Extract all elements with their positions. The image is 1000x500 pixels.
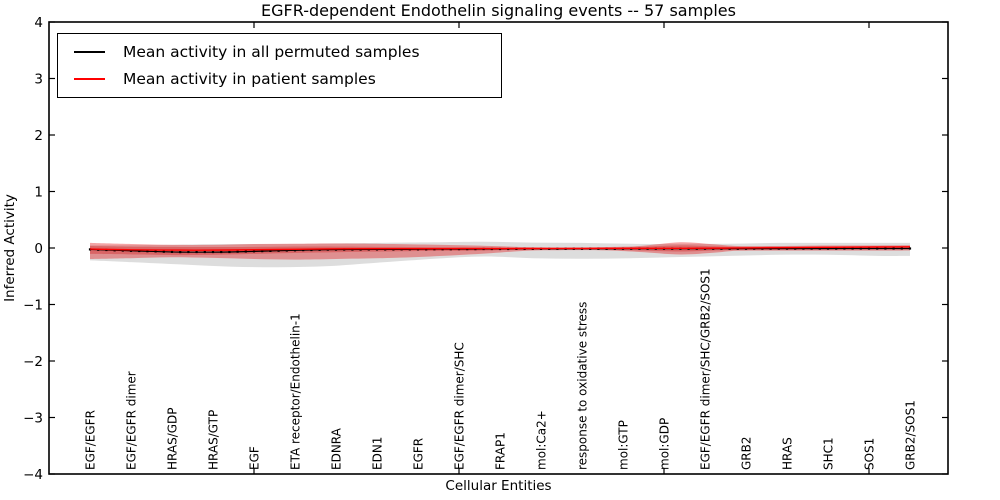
marker-dot xyxy=(351,248,354,251)
marker-dot xyxy=(179,251,182,254)
marker-dot xyxy=(859,247,862,250)
y-tick-label: −3 xyxy=(23,410,43,426)
y-tick-label: 1 xyxy=(34,184,43,200)
chart-title: EGFR-dependent Endothelin signaling even… xyxy=(261,1,736,20)
marker-dot xyxy=(884,247,887,250)
marker-dot xyxy=(843,247,846,250)
x-category-label: mol:Ca2+ xyxy=(535,410,549,470)
marker-dot xyxy=(851,247,854,250)
x-category-label: FRAP1 xyxy=(494,432,508,470)
y-tick-label: 3 xyxy=(34,71,43,87)
marker-dot xyxy=(187,250,190,254)
x-category-label: HRAS xyxy=(781,437,795,470)
marker-dot xyxy=(794,247,797,250)
x-category-label: GRB2 xyxy=(740,436,754,470)
marker-dot xyxy=(302,249,305,252)
legend-item-patient: Mean activity in patient samples xyxy=(74,70,501,88)
marker-dot xyxy=(244,250,247,253)
x-category-label: EGF/EGFR dimer xyxy=(125,371,139,470)
marker-dot xyxy=(220,250,223,254)
patient-mean-line xyxy=(89,246,911,251)
x-category-label: EGF/EGFR dimer/SHC xyxy=(453,342,467,470)
x-category-label: ETA receptor/Endothelin-1 xyxy=(289,313,303,470)
marker-dot xyxy=(129,249,133,252)
marker-dot xyxy=(269,249,272,252)
marker-dot xyxy=(162,250,165,253)
marker-dot xyxy=(810,247,813,250)
marker-dot xyxy=(744,247,748,250)
marker-dot xyxy=(261,250,264,253)
x-category-label: GRB2/SOS1 xyxy=(904,400,918,470)
marker-dot xyxy=(867,247,871,250)
marker-dot xyxy=(138,249,141,253)
patient-line-swatch xyxy=(74,78,105,80)
legend-label-permuted: Mean activity in all permuted samples xyxy=(123,43,420,61)
marker-dot xyxy=(359,248,362,251)
y-tick-label: 4 xyxy=(34,15,43,31)
x-category-label: EGF xyxy=(248,446,262,470)
marker-dot xyxy=(876,247,879,250)
x-category-label: SHC1 xyxy=(822,437,836,470)
marker-dot xyxy=(252,250,256,253)
marker-dot xyxy=(285,249,288,252)
x-category-labels: EGF/EGFR EGF/EGFR dimer HRAS/GDP HRAS/GTP EG… xyxy=(84,268,918,470)
legend: Mean activity in all permuted samples Me… xyxy=(57,33,502,98)
marker-dot xyxy=(777,247,780,250)
marker-dot xyxy=(835,247,838,250)
y-tick-label: −1 xyxy=(23,297,43,313)
marker-dot xyxy=(195,250,198,254)
x-category-label: mol:GDP xyxy=(658,418,672,470)
marker-dot xyxy=(769,247,772,250)
x-ticks xyxy=(253,22,870,474)
x-category-label: mol:GTP xyxy=(617,420,631,470)
x-category-label: HRAS/GDP xyxy=(166,407,180,470)
y-tick-label: 0 xyxy=(34,241,43,257)
x-category-label: EDNRA xyxy=(330,427,344,470)
y-tick-label: −4 xyxy=(23,467,43,483)
marker-dot xyxy=(318,248,321,251)
x-category-label: HRAS/GTP xyxy=(207,410,221,470)
legend-item-permuted: Mean activity in all permuted samples xyxy=(74,43,501,61)
patient-band xyxy=(90,242,910,260)
legend-label-patient: Mean activity in patient samples xyxy=(123,70,376,88)
marker-dot xyxy=(211,250,215,254)
marker-dot xyxy=(154,250,157,253)
marker-dot xyxy=(908,247,912,250)
x-category-label: SOS1 xyxy=(863,438,877,470)
x-category-label: EGF/EGFR dimer/SHC/GRB2/SOS1 xyxy=(699,268,713,470)
y-tick-label: 2 xyxy=(34,128,43,144)
marker-dot xyxy=(785,247,789,250)
marker-dot xyxy=(826,247,830,250)
marker-dot xyxy=(113,249,116,252)
y-ticks: 4 3 2 1 0 −1 −2 −3 −4 xyxy=(23,15,948,483)
marker-dot xyxy=(900,247,903,250)
marker-dot xyxy=(170,250,174,253)
marker-dot xyxy=(121,249,124,252)
marker-dot xyxy=(203,250,206,254)
x-category-label: EGF/EGFR xyxy=(84,410,98,470)
marker-dot xyxy=(761,247,764,250)
marker-dot xyxy=(310,248,313,252)
y-tick-label: −2 xyxy=(23,354,43,370)
y-axis-label: Inferred Activity xyxy=(2,194,18,302)
marker-dot xyxy=(228,250,231,254)
marker-dot xyxy=(236,250,239,253)
x-category-label: EGFR xyxy=(412,438,426,470)
marker-dot xyxy=(802,247,805,250)
marker-dot xyxy=(146,250,149,253)
marker-dot xyxy=(334,248,338,251)
marker-dot xyxy=(277,249,280,252)
x-axis-label: Cellular Entities xyxy=(445,478,552,494)
permuted-line-swatch xyxy=(74,51,105,53)
x-category-label: EDN1 xyxy=(371,437,385,470)
marker-dot xyxy=(892,247,895,250)
marker-dot xyxy=(818,247,821,250)
marker-dot xyxy=(293,249,297,252)
x-category-label: response to oxidative stress xyxy=(576,302,590,470)
